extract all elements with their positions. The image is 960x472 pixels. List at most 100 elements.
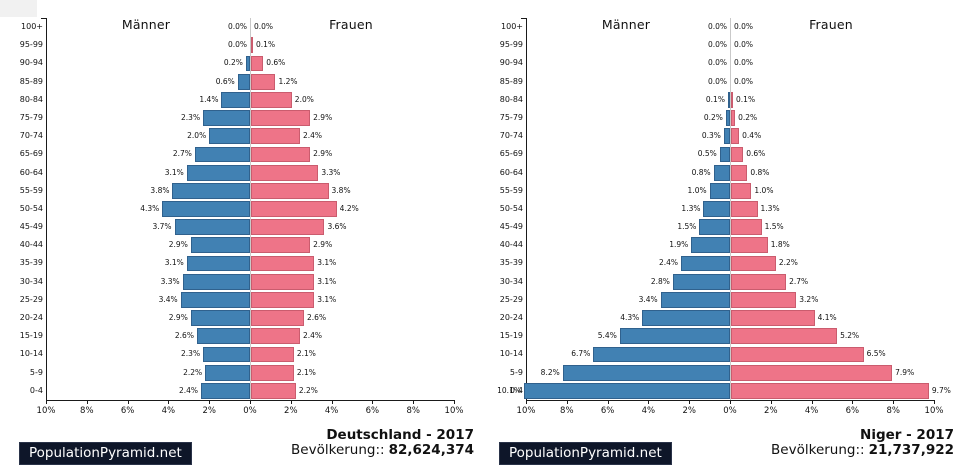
x-axis-tick-label: 2% [202, 406, 216, 416]
male-value-label: 0.0% [227, 40, 247, 50]
female-bar [731, 110, 736, 126]
female-value-label: 0.1% [256, 40, 276, 50]
x-axis-tick [250, 400, 251, 404]
male-bar [221, 91, 250, 108]
age-group-label: 60-64 [499, 167, 523, 177]
age-group-label: 50-54 [19, 203, 43, 213]
female-value-label: 4.2% [339, 203, 359, 213]
female-bar [251, 273, 315, 290]
chart-title: Niger - 2017 [860, 427, 954, 443]
female-bar [251, 364, 294, 381]
female-bar [251, 292, 315, 308]
brand-badge[interactable]: PopulationPyramid.net [19, 442, 192, 465]
female-value-label: 2.9% [313, 112, 333, 122]
male-bar [180, 292, 250, 308]
male-bar [727, 91, 730, 108]
female-value-label: 2.1% [296, 349, 316, 359]
age-group-label: 35-39 [19, 258, 43, 268]
male-bar [172, 182, 250, 199]
male-value-label: 0.8% [691, 167, 711, 177]
female-bar [731, 237, 768, 254]
female-value-label: 9.7% [931, 385, 951, 395]
age-group-label: 100+ [21, 22, 43, 31]
age-group-label: 25-29 [499, 294, 523, 304]
population-value: 21,737,922 [868, 442, 954, 458]
male-bar [205, 364, 250, 381]
x-axis-tick-label: 6% [600, 406, 615, 416]
male-value-label: 2.2% [183, 367, 203, 377]
female-value-label: 2.4% [302, 331, 323, 341]
female-bar [251, 383, 296, 399]
female-bar [731, 328, 838, 345]
male-bar [619, 328, 730, 345]
female-value-label: 0.0% [734, 58, 754, 68]
male-value-label: 3.4% [158, 294, 178, 304]
female-bar [251, 91, 292, 108]
age-group-label: 20-24 [19, 313, 43, 323]
age-group-label: 0-4 [509, 385, 523, 395]
female-bar [731, 201, 758, 217]
population-value: 82,624,374 [388, 442, 474, 458]
female-value-label: 2.9% [313, 240, 333, 250]
chart-title: Deutschland - 2017 [326, 427, 474, 443]
age-group-label: 90-94 [499, 58, 523, 68]
age-group-label: 10-14 [19, 349, 43, 359]
y-axis-top-tick [521, 18, 526, 19]
female-bar [251, 310, 305, 327]
male-value-label: 0.5% [697, 149, 717, 159]
x-axis-tick [607, 400, 609, 404]
age-group-label: 85-89 [499, 76, 523, 86]
male-bar [237, 73, 250, 90]
age-group-label: 65-69 [19, 149, 43, 159]
brand-badge[interactable]: PopulationPyramid.net [499, 442, 672, 465]
chart-title-block: Niger - 2017 Bevölkerung:: 21,737,922 [771, 428, 954, 458]
male-value-label: 6.7% [571, 349, 591, 359]
x-axis-tick [770, 400, 772, 404]
x-axis-tick [86, 400, 88, 404]
age-group-label: 90-94 [19, 58, 43, 68]
male-value-label: 2.9% [168, 240, 188, 250]
male-bar [203, 110, 250, 126]
x-axis-tick-label: 6% [845, 406, 860, 416]
male-value-label: 2.3% [181, 349, 201, 359]
female-value-label: 3.6% [327, 222, 347, 232]
female-value-label: 0.0% [734, 22, 754, 31]
male-value-label: 8.2% [540, 367, 560, 377]
male-bar [194, 146, 250, 163]
age-group-label: 35-39 [499, 258, 523, 268]
female-value-label: 0.0% [254, 22, 274, 31]
male-bar [709, 182, 730, 199]
female-bar [731, 219, 762, 236]
pyramid-chart: 100+ 0.0% 0.0% 95-99 0.0% 0.1% 90-94 0.2% 0.6% 85… [19, 18, 463, 416]
male-bar [725, 110, 730, 126]
female-bar [731, 182, 752, 199]
female-value-label: 0.2% [738, 112, 758, 122]
male-value-label: 2.9% [168, 313, 188, 323]
pyramid-chart: 100+ 0.0% 0.0% 95-99 0.0% 0.0% 90-94 0.0% 0.0% 85… [480, 0, 960, 472]
female-value-label: 2.4% [302, 131, 323, 141]
x-axis-tick [413, 400, 415, 404]
male-bar [699, 219, 730, 236]
x-axis-tick-label: 4% [324, 406, 339, 416]
male-bar [201, 383, 250, 399]
age-group-label: 40-44 [499, 240, 523, 250]
female-value-label: 3.1% [317, 276, 337, 286]
female-value-label: 7.9% [895, 367, 915, 377]
age-group-label: 25-29 [19, 294, 43, 304]
age-group-label: 45-49 [499, 222, 523, 232]
male-value-label: 0.0% [227, 22, 247, 31]
x-axis-tick-label: 8% [406, 406, 420, 416]
female-header: Frauen [809, 17, 853, 32]
age-group-label: 20-24 [499, 313, 523, 323]
female-bar [731, 91, 734, 108]
age-group-label: 0-4 [29, 385, 43, 395]
female-value-label: 2.7% [789, 276, 809, 286]
male-bar [713, 164, 730, 181]
female-bar [731, 255, 776, 272]
x-axis-tick-label: 10% [924, 406, 944, 416]
x-axis-tick-label: 0% [243, 406, 257, 416]
male-value-label: 0.6% [215, 76, 235, 86]
x-axis-tick-label: 4% [804, 406, 819, 416]
female-bar [251, 73, 276, 90]
male-value-label: 2.4% [658, 258, 679, 268]
